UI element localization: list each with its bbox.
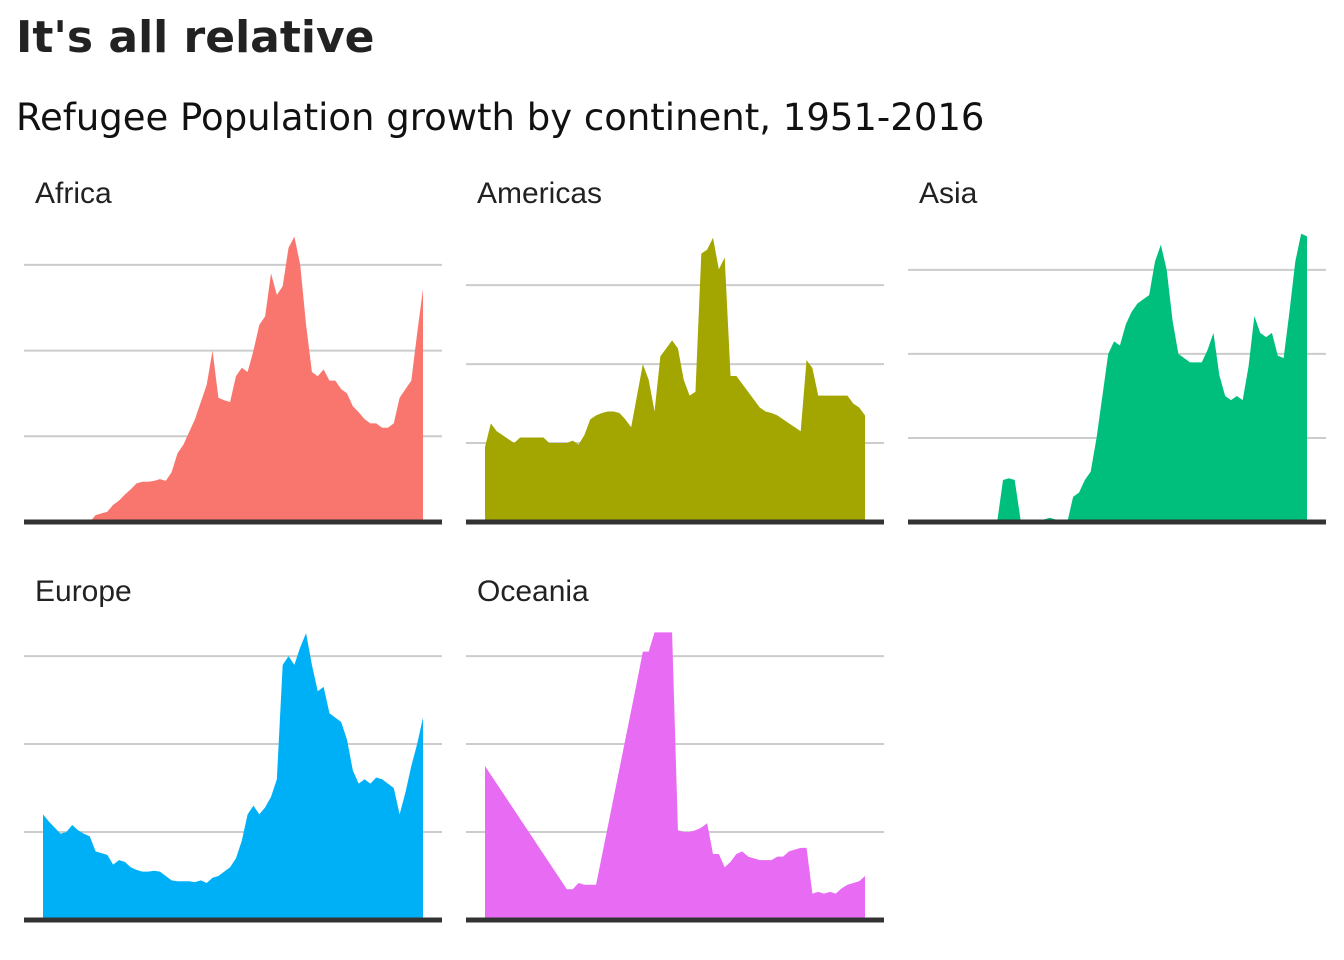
facet-title: Oceania [477, 575, 589, 608]
area [485, 632, 865, 920]
facet-title: Europe [35, 575, 132, 608]
area [43, 633, 423, 920]
chart-title: It's all relative [16, 12, 375, 63]
facet-title: Asia [919, 177, 978, 210]
area [485, 237, 865, 522]
chart-subtitle: Refugee Population growth by continent, … [16, 96, 984, 139]
facet-title: Africa [35, 177, 112, 210]
area [927, 233, 1307, 522]
area [43, 236, 423, 523]
facet-title: Americas [477, 177, 602, 210]
